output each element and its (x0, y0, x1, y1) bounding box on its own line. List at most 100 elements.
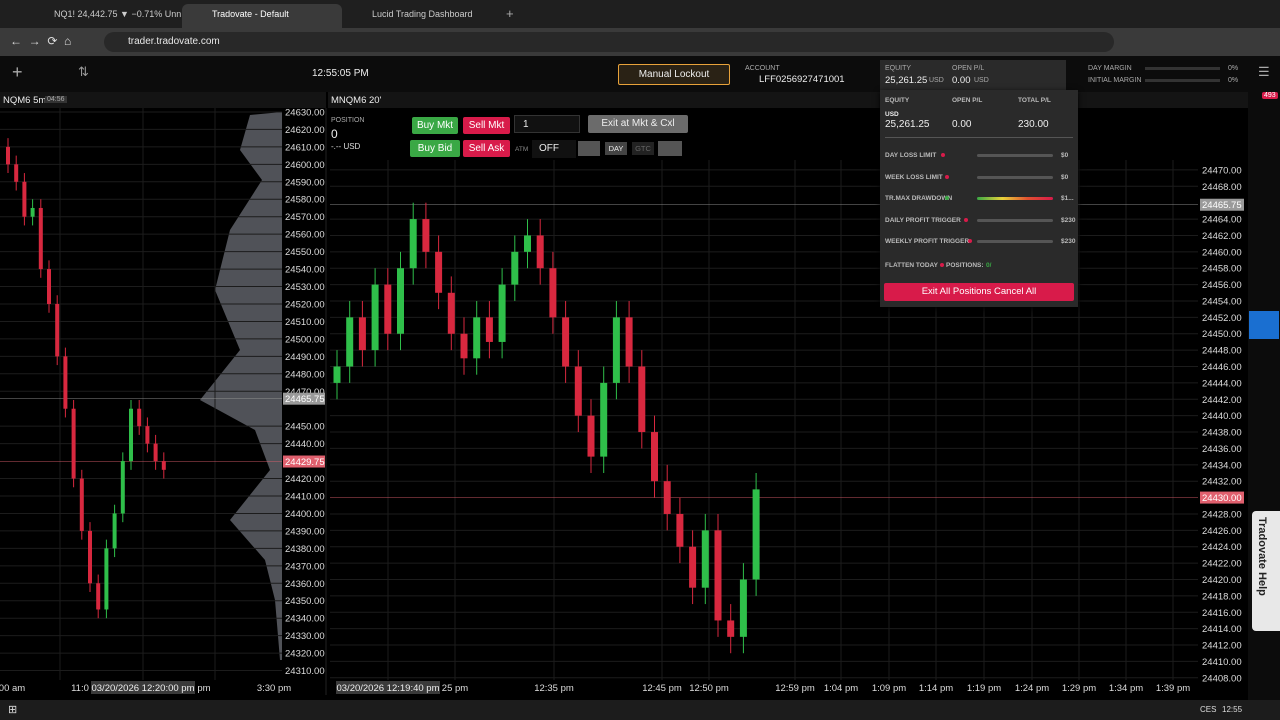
y-tick-label: 24500.00 (285, 334, 325, 345)
account-id[interactable]: LFF0256927471001 (759, 74, 845, 85)
manual-lockout-button[interactable]: Manual Lockout (618, 64, 730, 85)
cursor-label: 03/20/2026 12:20:00 pm (91, 683, 194, 694)
candle-body (384, 284, 392, 334)
order-bar: POSITION 0 -.-- USD Buy Mkt Sell Mkt Buy… (328, 108, 690, 160)
buy-bid-button[interactable]: Buy Bid (410, 140, 460, 157)
y-tick-label: 24424.00 (1202, 542, 1242, 553)
cursor-label: 03/20/2026 12:19:40 pm (336, 683, 439, 694)
y-tick-label: 24436.00 (1202, 444, 1242, 455)
x-tick-label: 25 pm (442, 683, 468, 694)
y-tick-label: 24560.00 (285, 230, 325, 241)
y-tick-label: 24426.00 (1202, 526, 1242, 537)
x-tick-label: 3:30 pm (257, 683, 291, 694)
candle-body (663, 481, 671, 514)
chart-tab-title[interactable]: MNQM6 20' (331, 95, 382, 106)
y-tick-label: 24600.00 (285, 160, 325, 171)
risk-bar (977, 240, 1053, 243)
add-icon[interactable]: + (12, 62, 23, 82)
price-marker-box (1200, 198, 1244, 211)
risk-value: 230.00 (1018, 119, 1049, 130)
sell-market-button[interactable]: Sell Mkt (463, 117, 510, 134)
candle-body (153, 443, 158, 462)
gtc-button[interactable]: GTC (632, 142, 654, 155)
candle-body (104, 548, 109, 610)
candle-body (96, 583, 101, 610)
url-field[interactable]: trader.tradovate.com (104, 32, 1114, 52)
nav-buttons[interactable]: ← → ⟳ ⌂ (10, 34, 72, 48)
y-tick-label: 24460.00 (1202, 247, 1242, 258)
y-tick-label: 24330.00 (285, 631, 325, 642)
risk-bar (977, 175, 1053, 179)
y-tick-label: 24610.00 (285, 142, 325, 153)
sell-ask-button[interactable]: Sell Ask (463, 140, 510, 157)
candle-body (651, 432, 658, 482)
candle-body (397, 268, 404, 334)
x-tick-label: 1:29 pm (1062, 683, 1096, 694)
help-tab[interactable]: Tradovate Help (1252, 511, 1280, 631)
candle-body (112, 513, 117, 549)
browser-tab[interactable]: Tradovate - Default (182, 4, 342, 28)
candle-body (638, 366, 646, 433)
quantity-input[interactable]: 1 (514, 115, 580, 133)
exit-all-button[interactable]: Exit All Positions Cancel All (884, 283, 1074, 301)
equity-box[interactable]: EQUITY 25,261.25 USD OPEN P/L 0.00 USD (880, 60, 1066, 90)
candle-body (600, 382, 608, 457)
risk-panel: EQUITY OPEN P/L TOTAL P/L USD 25,261.25 … (880, 90, 1078, 307)
y-tick-label: 24432.00 (1202, 477, 1242, 488)
y-tick-label: 24310.00 (285, 666, 325, 677)
y-tick-label: 24620.00 (285, 125, 325, 136)
day-margin-bar (1145, 67, 1220, 70)
y-tick-label: 24550.00 (285, 247, 325, 258)
sort-icon[interactable]: ⇅ (78, 64, 89, 79)
language[interactable]: CES (1200, 705, 1217, 714)
atm-select[interactable]: OFF (532, 140, 576, 158)
y-tick-label: 24470.00 (285, 387, 325, 398)
volume-profile (200, 112, 282, 660)
y-tick-label: 24464.00 (1202, 215, 1242, 226)
y-tick-label: 24360.00 (285, 579, 325, 590)
y-tick-label: 24442.00 (1202, 395, 1242, 406)
candle-body (536, 235, 544, 269)
y-tick-label: 24412.00 (1202, 641, 1242, 652)
y-tick-label: 24408.00 (1202, 673, 1242, 684)
new-tab[interactable]: + (506, 6, 514, 21)
shield-button[interactable] (1249, 311, 1279, 339)
exit-button[interactable]: Exit at Mkt & Cxl (588, 115, 688, 133)
system-time[interactable]: 12:55 (1222, 705, 1243, 714)
day-button[interactable]: DAY (605, 142, 627, 155)
browser-tab[interactable]: Lucid Trading Dashboard (372, 9, 473, 19)
price-marker-label: 24429.75 (285, 457, 325, 468)
right-sidebar: ☰ 493 Tradovate Help (1248, 56, 1280, 700)
browser-tab[interactable]: NQ1! 24,442.75 ▼ −0.71% Unn (54, 9, 182, 19)
candle-body (574, 366, 582, 416)
candle-body (460, 333, 468, 359)
start-icon[interactable]: ⊞ (8, 704, 18, 716)
risk-row-label: TR.MAX DRAWDOWN (885, 195, 953, 202)
risk-bar (977, 218, 1053, 222)
y-tick-label: 24410.00 (285, 492, 325, 503)
price-marker-box (283, 392, 325, 405)
price-marker-label: 24465.75 (1202, 200, 1242, 211)
equity-value: 25,261.25 (885, 75, 928, 86)
help-label[interactable]: Tradovate Help (1256, 517, 1268, 596)
candle-body (14, 164, 19, 182)
settings-button[interactable] (578, 141, 600, 156)
candle-body (333, 366, 341, 383)
y-tick-label: 24530.00 (285, 282, 325, 293)
y-tick-label: 24480.00 (285, 369, 325, 380)
risk-row-label: WEEKLY PROFIT TRIGGER (885, 238, 970, 245)
candle-body (701, 530, 709, 588)
y-tick-label: 24510.00 (285, 317, 325, 328)
x-tick-label: 11:0 (71, 683, 89, 694)
buy-market-button[interactable]: Buy Mkt (412, 117, 458, 134)
x-tick-label: 12:45 pm (642, 683, 682, 694)
settings-icon[interactable]: ☰ (1258, 64, 1270, 79)
chart-tab-title[interactable]: NQM6 5m (3, 95, 47, 106)
equity-label: EQUITY (885, 65, 912, 72)
y-tick-label: 24428.00 (1202, 509, 1242, 520)
y-tick-label: 24320.00 (285, 649, 325, 660)
open-pl-unit: USD (974, 77, 989, 84)
candle-body (524, 235, 531, 252)
settings-button[interactable] (658, 141, 682, 156)
